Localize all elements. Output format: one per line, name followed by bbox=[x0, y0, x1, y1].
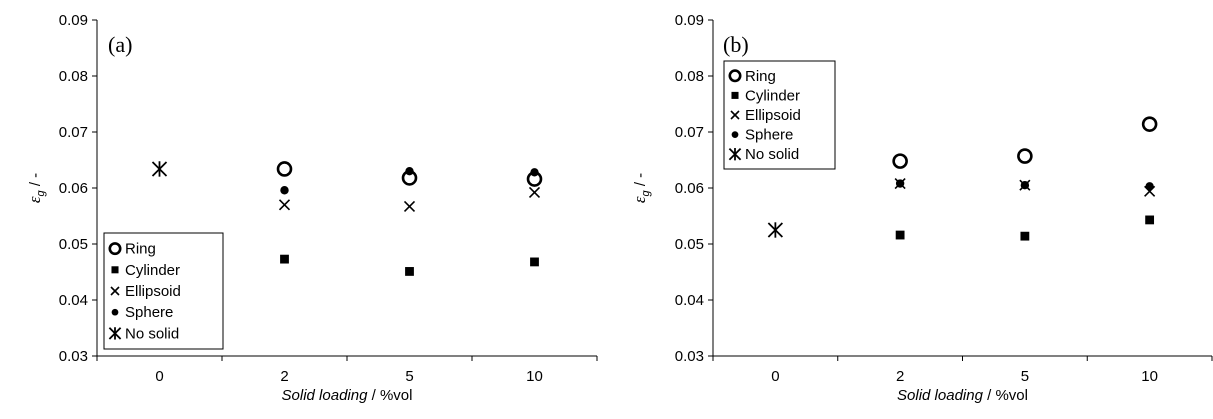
y-axis-title: εg / - bbox=[25, 173, 47, 203]
y-tick-label: 0.04 bbox=[675, 292, 704, 309]
y-tick-label: 0.07 bbox=[59, 124, 88, 141]
legend-marker-ring bbox=[108, 242, 122, 256]
data-point-ellipsoid bbox=[278, 199, 291, 211]
panel-label: (a) bbox=[108, 32, 132, 57]
x-tick-label: 10 bbox=[526, 368, 543, 385]
x-axis-title: Solid loading / %vol bbox=[282, 387, 413, 404]
legend-marker-cylinder bbox=[111, 266, 119, 274]
y-tick-label: 0.05 bbox=[59, 236, 88, 253]
x-tick-label: 5 bbox=[1021, 368, 1029, 385]
data-point-sphere bbox=[1020, 181, 1030, 190]
chart-panel-a: 0.03 0.04 0.05 0.06 0.07 0.08 0.09 0 2 5 10 Solid l… bbox=[25, 12, 598, 404]
legend-label: Ring bbox=[125, 241, 156, 258]
data-point-ring bbox=[1017, 148, 1033, 164]
y-tick-label: 0.08 bbox=[675, 68, 704, 85]
x-tick-label: 2 bbox=[896, 368, 904, 385]
y-tick-label: 0.05 bbox=[675, 236, 704, 253]
y-tick-label: 0.04 bbox=[59, 292, 88, 309]
legend-label: Sphere bbox=[125, 304, 173, 321]
y-tick-label: 0.06 bbox=[675, 180, 704, 197]
data-point-no-solid bbox=[151, 161, 168, 177]
x-axis-title: Solid loading / %vol bbox=[897, 387, 1028, 404]
x-tick-label: 2 bbox=[280, 368, 288, 385]
data-point-cylinder bbox=[405, 267, 414, 276]
data-point-ellipsoid bbox=[403, 200, 416, 213]
legend-marker-cylinder bbox=[731, 91, 739, 99]
data-point-sphere bbox=[405, 167, 414, 176]
data-point-sphere bbox=[280, 186, 289, 195]
legend-marker-no-solid bbox=[108, 327, 122, 340]
legend-marker-sphere bbox=[731, 131, 739, 138]
legend: Ring Cylinder Ellipsoid Sphere No solid bbox=[103, 232, 224, 350]
data-point-sphere bbox=[895, 179, 905, 188]
y-tick-label: 0.03 bbox=[59, 348, 88, 365]
legend-box bbox=[723, 60, 836, 170]
legend-marker-sphere bbox=[111, 308, 119, 316]
data-point-cylinder bbox=[530, 257, 539, 267]
y-tick-label: 0.07 bbox=[675, 124, 704, 141]
y-tick-label: 0.06 bbox=[59, 180, 88, 197]
x-tick-label: 0 bbox=[155, 368, 163, 385]
legend-marker-no-solid bbox=[728, 147, 742, 161]
data-point-sphere bbox=[1145, 182, 1154, 191]
legend-label: Ellipsoid bbox=[745, 107, 801, 124]
y-tick-label: 0.09 bbox=[675, 12, 704, 29]
y-tick-label: 0.09 bbox=[59, 12, 88, 29]
data-point-ring bbox=[276, 161, 293, 177]
data-point-no-solid bbox=[767, 222, 784, 238]
y-axis-title: εg / - bbox=[630, 173, 652, 203]
data-point-cylinder bbox=[1145, 215, 1155, 225]
y-tick-label: 0.03 bbox=[675, 348, 704, 365]
legend-label: Cylinder bbox=[745, 87, 800, 104]
legend: Ring Cylinder Ellipsoid Sphere No solid bbox=[723, 60, 836, 170]
x-tick-label: 0 bbox=[771, 368, 779, 385]
data-point-ellipsoid bbox=[528, 186, 541, 199]
legend-label: Ring bbox=[745, 68, 776, 85]
legend-label: Sphere bbox=[745, 127, 793, 144]
data-point-sphere bbox=[530, 168, 539, 177]
legend-marker-ring bbox=[728, 69, 742, 83]
legend-label: No solid bbox=[125, 325, 179, 342]
legend-marker-ellipsoid bbox=[730, 110, 740, 120]
x-tick-label: 5 bbox=[405, 368, 413, 385]
data-point-ring bbox=[1141, 116, 1158, 132]
legend-label: No solid bbox=[745, 146, 799, 163]
x-tick-label: 10 bbox=[1141, 368, 1158, 385]
chart-panel-b: 0.03 0.04 0.05 0.06 0.07 0.08 0.09 0 2 5 10 Solid l… bbox=[630, 12, 1213, 404]
data-point-cylinder bbox=[895, 230, 905, 240]
panel-label: (b) bbox=[723, 32, 749, 57]
data-point-cylinder bbox=[280, 254, 289, 264]
legend-marker-ellipsoid bbox=[110, 286, 120, 296]
data-point-cylinder bbox=[1020, 231, 1030, 241]
legend-box bbox=[103, 232, 224, 350]
legend-label: Cylinder bbox=[125, 262, 180, 279]
data-point-ring bbox=[892, 153, 908, 169]
y-tick-label: 0.08 bbox=[59, 68, 88, 85]
legend-label: Ellipsoid bbox=[125, 283, 181, 300]
